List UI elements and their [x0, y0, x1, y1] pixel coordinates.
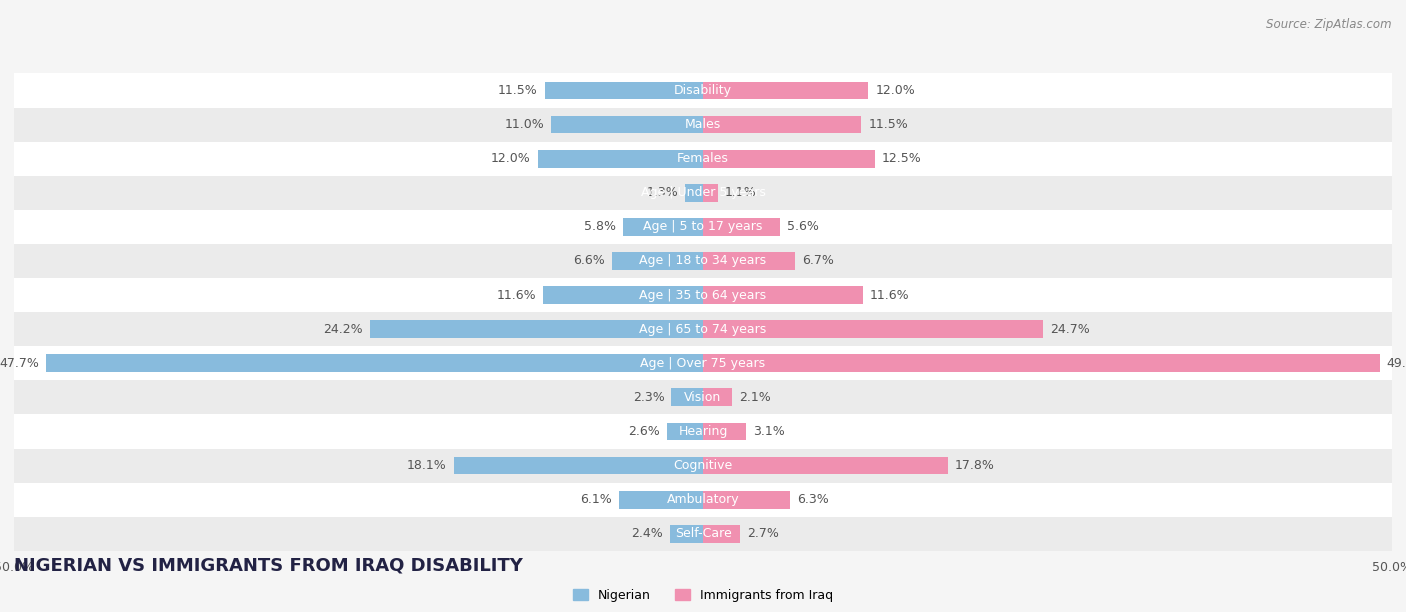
Bar [537, 150, 703, 168]
Bar [551, 116, 703, 133]
Text: 24.7%: 24.7% [1050, 323, 1090, 335]
Bar [703, 423, 745, 440]
Text: 2.3%: 2.3% [633, 391, 665, 404]
Text: 12.0%: 12.0% [875, 84, 915, 97]
Text: 2.1%: 2.1% [738, 391, 770, 404]
Bar [14, 380, 1392, 414]
Text: 2.7%: 2.7% [747, 528, 779, 540]
Bar [454, 457, 703, 474]
Text: Hearing: Hearing [678, 425, 728, 438]
Bar [671, 389, 703, 406]
Bar [14, 483, 1392, 517]
Bar [619, 491, 703, 509]
Bar [14, 73, 1392, 108]
Bar [703, 354, 1379, 372]
Text: 11.6%: 11.6% [496, 289, 536, 302]
Bar [544, 81, 703, 99]
Bar [703, 184, 718, 201]
Bar [685, 184, 703, 201]
Bar [14, 346, 1392, 380]
Text: 11.0%: 11.0% [505, 118, 544, 131]
Text: 2.4%: 2.4% [631, 528, 664, 540]
Text: Age | 65 to 74 years: Age | 65 to 74 years [640, 323, 766, 335]
Text: 47.7%: 47.7% [0, 357, 39, 370]
Bar [14, 244, 1392, 278]
Bar [14, 449, 1392, 483]
Bar [703, 320, 1043, 338]
Bar [14, 176, 1392, 210]
Text: NIGERIAN VS IMMIGRANTS FROM IRAQ DISABILITY: NIGERIAN VS IMMIGRANTS FROM IRAQ DISABIL… [14, 557, 523, 575]
Legend: Nigerian, Immigrants from Iraq: Nigerian, Immigrants from Iraq [572, 589, 834, 602]
Bar [703, 389, 733, 406]
Text: 6.3%: 6.3% [797, 493, 828, 506]
Text: Ambulatory: Ambulatory [666, 493, 740, 506]
Text: Disability: Disability [673, 84, 733, 97]
Bar [612, 252, 703, 270]
Text: 2.6%: 2.6% [628, 425, 661, 438]
Bar [14, 517, 1392, 551]
Bar [703, 116, 862, 133]
Bar [14, 108, 1392, 141]
Bar [703, 457, 948, 474]
Text: 1.3%: 1.3% [647, 186, 678, 200]
Bar [14, 210, 1392, 244]
Bar [623, 218, 703, 236]
Bar [703, 286, 863, 304]
Text: 11.5%: 11.5% [869, 118, 908, 131]
Text: Age | Under 5 years: Age | Under 5 years [641, 186, 765, 200]
Text: 12.0%: 12.0% [491, 152, 531, 165]
Text: Age | 5 to 17 years: Age | 5 to 17 years [644, 220, 762, 233]
Text: Males: Males [685, 118, 721, 131]
Text: Age | 35 to 64 years: Age | 35 to 64 years [640, 289, 766, 302]
Text: 49.1%: 49.1% [1386, 357, 1406, 370]
Bar [543, 286, 703, 304]
Text: Females: Females [678, 152, 728, 165]
Text: Age | 18 to 34 years: Age | 18 to 34 years [640, 255, 766, 267]
Bar [703, 525, 740, 543]
Text: Self-Care: Self-Care [675, 528, 731, 540]
Bar [703, 150, 875, 168]
Text: 6.7%: 6.7% [803, 255, 834, 267]
Text: 12.5%: 12.5% [882, 152, 922, 165]
Text: 11.6%: 11.6% [870, 289, 910, 302]
Text: Age | Over 75 years: Age | Over 75 years [641, 357, 765, 370]
Text: Cognitive: Cognitive [673, 459, 733, 472]
Bar [370, 320, 703, 338]
Text: 3.1%: 3.1% [752, 425, 785, 438]
Bar [668, 423, 703, 440]
Text: 5.6%: 5.6% [787, 220, 818, 233]
Bar [46, 354, 703, 372]
Bar [703, 218, 780, 236]
Bar [703, 81, 869, 99]
Text: 18.1%: 18.1% [406, 459, 447, 472]
Text: 5.8%: 5.8% [585, 220, 616, 233]
Text: 6.6%: 6.6% [574, 255, 605, 267]
Text: 1.1%: 1.1% [725, 186, 756, 200]
Text: 11.5%: 11.5% [498, 84, 537, 97]
Bar [703, 491, 790, 509]
Text: 6.1%: 6.1% [581, 493, 612, 506]
Text: Vision: Vision [685, 391, 721, 404]
Text: 24.2%: 24.2% [323, 323, 363, 335]
Bar [14, 141, 1392, 176]
Bar [14, 414, 1392, 449]
Bar [703, 252, 796, 270]
Bar [14, 312, 1392, 346]
Text: 17.8%: 17.8% [955, 459, 995, 472]
Bar [14, 278, 1392, 312]
Text: Source: ZipAtlas.com: Source: ZipAtlas.com [1267, 18, 1392, 31]
Bar [669, 525, 703, 543]
